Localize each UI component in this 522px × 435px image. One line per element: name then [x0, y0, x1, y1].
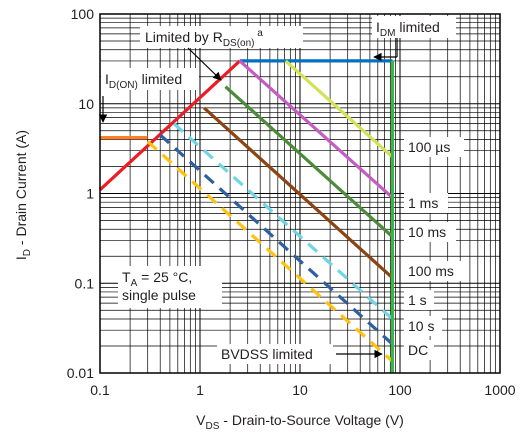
x-tick-label: 0.1 [90, 382, 110, 398]
series-line-6 [203, 106, 394, 279]
svg-text:100 µs: 100 µs [408, 139, 450, 155]
series-line-1 [98, 59, 241, 191]
annotation-100ms: 100 ms [404, 261, 466, 281]
annotation-idon-limited: ID(ON) limited [98, 68, 199, 123]
x-tick-label: 1000 [484, 382, 515, 398]
annotation-1ms: 1 ms [404, 193, 448, 213]
svg-text:ID(ON) limited: ID(ON) limited [105, 71, 182, 91]
annotation-dc: DC [404, 340, 434, 360]
y-tick-label: 0.01 [67, 365, 94, 381]
x-tick-label: 100 [388, 382, 412, 398]
annotation-100us: 100 µs [404, 137, 464, 157]
svg-text:10 ms: 10 ms [408, 224, 446, 240]
series-line-7 [172, 122, 394, 321]
svg-text:100 ms: 100 ms [408, 263, 454, 279]
annotation-idm-limited: IDM limited [372, 16, 456, 62]
svg-text:Limited by RDS(on) a: Limited by RDS(on) a [145, 28, 263, 49]
svg-text:single pulse: single pulse [122, 287, 196, 303]
annotation-rdson: Limited by RDS(on) a [140, 26, 303, 81]
svg-text:IDM limited: IDM limited [376, 19, 440, 39]
y-tick-label: 100 [71, 6, 95, 22]
x-tick-label: 1 [196, 382, 204, 398]
svg-text:TA = 25 °C,: TA = 25 °C, [122, 269, 192, 289]
svg-text:1 s: 1 s [408, 292, 427, 308]
annotation-10s: 10 s [404, 316, 442, 336]
series-line-4 [238, 59, 394, 199]
series-line-3 [284, 59, 394, 159]
svg-text:DC: DC [408, 342, 428, 358]
x-tick-label: 10 [292, 382, 308, 398]
series-line-5 [224, 85, 394, 238]
y-axis-title: ID - Drain Current (A) [13, 130, 33, 260]
annotation-bvdss-limited: BVDSS limited [217, 344, 383, 364]
y-tick-label: 10 [78, 96, 94, 112]
series-line-8 [159, 133, 394, 346]
annotation-1s: 1 s [404, 290, 434, 310]
svg-text:10 s: 10 s [408, 318, 434, 334]
series-line-9 [146, 140, 394, 363]
x-axis-title: VDS - Drain-to-Source Voltage (V) [196, 412, 404, 432]
annotation-10ms: 10 ms [404, 222, 456, 242]
series-group [98, 59, 394, 373]
annotation-ta-single-pulse: TA = 25 °C, single pulse [118, 266, 222, 308]
plot-frame [99, 13, 501, 374]
svg-text:1 ms: 1 ms [408, 195, 438, 211]
svg-text:BVDSS limited: BVDSS limited [221, 346, 313, 362]
y-tick-label: 1 [86, 186, 94, 202]
y-tick-label: 0.1 [75, 275, 95, 291]
